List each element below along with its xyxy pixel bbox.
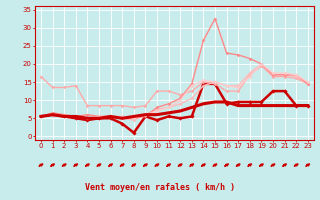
Text: Vent moyen/en rafales ( km/h ): Vent moyen/en rafales ( km/h )	[85, 184, 235, 192]
